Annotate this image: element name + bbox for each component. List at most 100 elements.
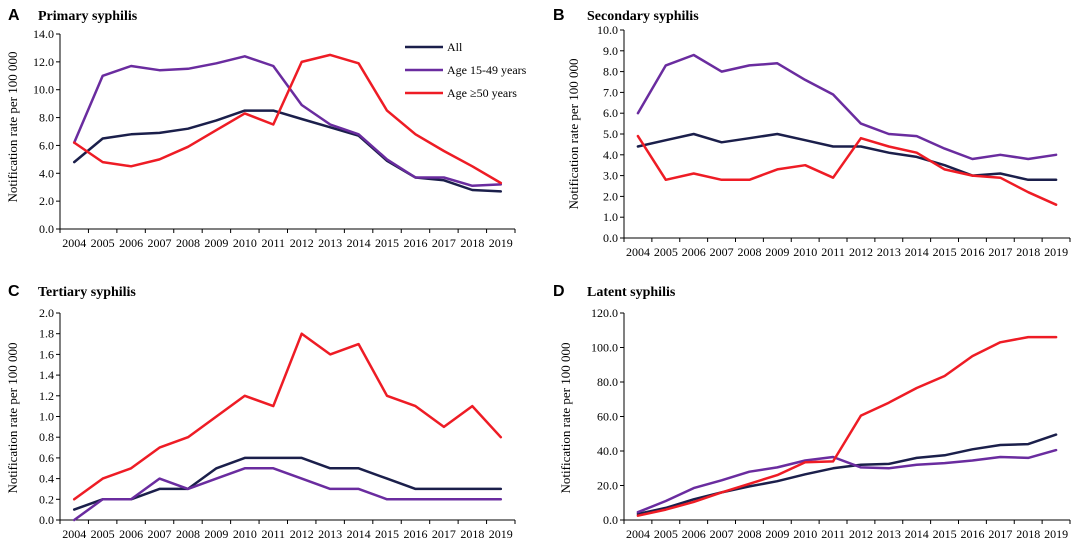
series-line-age-15-49 bbox=[72, 467, 503, 522]
x-tick-label: 2005 bbox=[91, 236, 115, 250]
y-tick-label: 9.0 bbox=[603, 44, 618, 58]
x-tick-label: 2019 bbox=[1044, 245, 1068, 259]
x-tick-label: 2010 bbox=[233, 527, 257, 541]
y-tick-label: 4.0 bbox=[603, 148, 618, 162]
x-tick-label: 2018 bbox=[460, 236, 484, 250]
panel-b: B Secondary syphilis Notification rate p… bbox=[553, 7, 1071, 259]
x-tick-label: 2005 bbox=[654, 527, 678, 541]
x-tick-label: 2011 bbox=[821, 527, 845, 541]
x-tick-label: 2013 bbox=[318, 236, 342, 250]
panel-a: A Primary syphilis Notification rate per… bbox=[5, 7, 527, 250]
y-tick-label: 1.0 bbox=[603, 210, 618, 224]
x-tick-label: 2008 bbox=[176, 527, 200, 541]
y-tick-label: 1.4 bbox=[39, 368, 54, 382]
x-tick-label: 2006 bbox=[119, 236, 143, 250]
x-tick-label: 2016 bbox=[403, 527, 427, 541]
y-tick-label: 80.0 bbox=[597, 375, 618, 389]
legend-label-age-50-plus: Age ≥50 years bbox=[447, 86, 517, 100]
y-tick-label: 10.0 bbox=[597, 23, 618, 37]
x-tick-label: 2017 bbox=[432, 527, 456, 541]
y-tick-label: 8.0 bbox=[603, 65, 618, 79]
x-tick-label: 2007 bbox=[148, 527, 172, 541]
x-tick-label: 2010 bbox=[793, 527, 817, 541]
x-tick-label: 2008 bbox=[737, 527, 761, 541]
x-tick-label: 2012 bbox=[849, 245, 873, 259]
plot-area: 0.0 2.0 4.0 6.0 8.0 10.0 12.0 14.0 2004 2005 2006 2… bbox=[33, 27, 516, 250]
y-tick-label: 3.0 bbox=[603, 169, 618, 183]
series-line-all bbox=[636, 132, 1058, 182]
y-tick-label: 100.0 bbox=[591, 341, 618, 355]
x-tick-label: 2010 bbox=[793, 245, 817, 259]
x-tick-label: 2014 bbox=[347, 236, 371, 250]
series-line-age-15-49 bbox=[72, 55, 503, 188]
x-tick-label: 2016 bbox=[960, 527, 984, 541]
y-tick-label: 14.0 bbox=[33, 27, 54, 41]
legend-label-all: All bbox=[447, 40, 463, 54]
x-tick-label: 2013 bbox=[318, 527, 342, 541]
x-tick-label: 2015 bbox=[933, 527, 957, 541]
y-tick-label: 2.0 bbox=[603, 189, 618, 203]
chart-title: Secondary syphilis bbox=[587, 9, 699, 24]
chart-title: Primary syphilis bbox=[38, 9, 138, 24]
y-tick-label: 0.6 bbox=[39, 451, 54, 465]
x-tick-label: 2005 bbox=[654, 245, 678, 259]
y-tick-label: 0.0 bbox=[39, 513, 54, 527]
x-tick-label: 2015 bbox=[933, 245, 957, 259]
x-tick-label: 2014 bbox=[347, 527, 371, 541]
x-tick-label: 2013 bbox=[877, 527, 901, 541]
x-tick-label: 2019 bbox=[489, 236, 513, 250]
x-tick-label: 2009 bbox=[765, 527, 789, 541]
legend: All Age 15-49 years Age ≥50 years bbox=[405, 40, 527, 100]
x-tick-label: 2012 bbox=[290, 236, 314, 250]
x-tick-label: 2005 bbox=[91, 527, 115, 541]
x-tick-label: 2018 bbox=[1016, 245, 1040, 259]
x-tick-label: 2012 bbox=[290, 527, 314, 541]
y-tick-label: 120.0 bbox=[591, 306, 618, 320]
y-tick-label: 12.0 bbox=[33, 55, 54, 69]
y-tick-label: 0.0 bbox=[603, 231, 618, 245]
chart-title: Tertiary syphilis bbox=[38, 285, 136, 300]
y-axis-title: Notification rate per 100 000 bbox=[5, 343, 20, 494]
series-line-all bbox=[636, 433, 1058, 516]
y-tick-label: 6.0 bbox=[603, 106, 618, 120]
y-tick-label: 60.0 bbox=[597, 410, 618, 424]
x-tick-label: 2017 bbox=[988, 527, 1012, 541]
x-tick-label: 2008 bbox=[737, 245, 761, 259]
x-tick-label: 2017 bbox=[432, 236, 456, 250]
x-tick-label: 2007 bbox=[148, 236, 172, 250]
plot-area: 0.0 1.0 2.0 3.0 4.0 5.0 6.0 7.0 8.0 9.0 10.0 2004 20… bbox=[597, 23, 1071, 259]
y-tick-label: 5.0 bbox=[603, 127, 618, 141]
panel-letter: C bbox=[8, 283, 20, 300]
x-tick-label: 2011 bbox=[262, 236, 286, 250]
plot-area: 0.0 20.0 40.0 60.0 80.0 100.0 120.0 2004 2005 200… bbox=[591, 306, 1071, 541]
y-axis-title: Notification rate per 100 000 bbox=[5, 52, 20, 203]
y-tick-label: 1.6 bbox=[39, 347, 54, 361]
series-line-age-50-plus bbox=[72, 53, 503, 185]
series-line-age-15-49 bbox=[636, 53, 1058, 161]
x-tick-label: 2014 bbox=[905, 245, 929, 259]
panel-letter: D bbox=[553, 283, 565, 300]
panel-letter: A bbox=[8, 7, 20, 24]
series-line-all bbox=[72, 109, 503, 193]
plot-area: 0.0 0.2 0.4 0.6 0.8 1.0 1.2 1.4 1.6 1.8 2.0 2004 200… bbox=[39, 306, 516, 541]
x-tick-label: 2007 bbox=[710, 245, 734, 259]
chart-title: Latent syphilis bbox=[587, 285, 676, 300]
x-tick-label: 2018 bbox=[1016, 527, 1040, 541]
x-tick-label: 2012 bbox=[849, 527, 873, 541]
x-tick-label: 2015 bbox=[375, 236, 399, 250]
y-tick-label: 8.0 bbox=[39, 111, 54, 125]
x-tick-label: 2009 bbox=[204, 236, 228, 250]
y-tick-label: 1.2 bbox=[39, 389, 54, 403]
y-tick-label: 10.0 bbox=[33, 83, 54, 97]
y-tick-label: 0.0 bbox=[39, 222, 54, 236]
x-tick-label: 2013 bbox=[877, 245, 901, 259]
x-tick-label: 2010 bbox=[233, 236, 257, 250]
series-line-age-50-plus bbox=[72, 332, 503, 501]
x-tick-label: 2019 bbox=[489, 527, 513, 541]
y-axis-title: Notification rate per 100 000 bbox=[566, 59, 581, 210]
panel-c: C Tertiary syphilis Notification rate pe… bbox=[5, 283, 516, 541]
y-tick-label: 4.0 bbox=[39, 166, 54, 180]
panel-d: D Latent syphilis Notification rate per … bbox=[553, 283, 1071, 541]
y-tick-label: 1.0 bbox=[39, 410, 54, 424]
